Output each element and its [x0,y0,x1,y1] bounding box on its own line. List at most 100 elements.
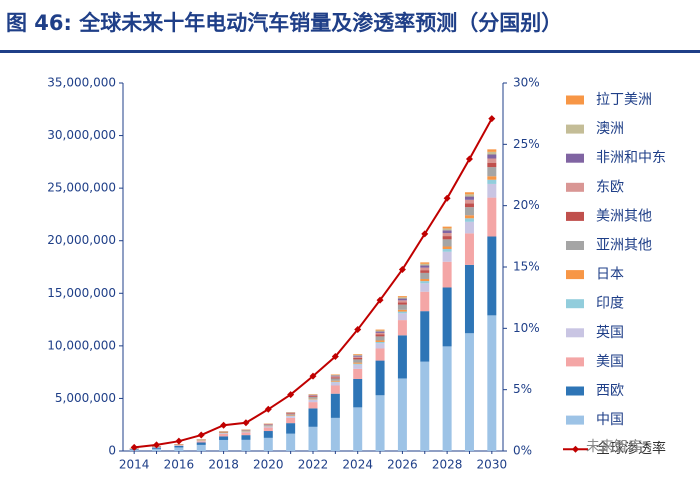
bar-segment [442,226,452,229]
legend-swatch [566,153,584,163]
bar-segment [219,432,229,434]
bar-segment [397,304,407,310]
bar-segment [353,359,363,363]
penetration-point [220,421,228,429]
legend-label: 日本 [596,267,624,283]
bar-segment [152,448,162,451]
penetration-point [242,419,250,427]
x-tick-label: 2028 [432,458,463,472]
bar-segment [263,426,273,428]
y-tick-label: 5,000,000 [55,391,116,405]
bar-segment [420,262,430,264]
legend-swatch [566,386,584,396]
penetration-point [421,230,429,238]
bar-segment [487,315,497,451]
bar-segment [308,426,318,451]
penetration-point [443,194,451,202]
bar-segment [397,302,407,305]
bar-segment [464,203,474,208]
bar-segment [308,394,318,396]
bar-segment [420,281,430,284]
bar-segment [375,340,385,342]
bar-segment [219,433,229,434]
bar-segment [263,431,273,438]
bar-segment [353,368,363,379]
penetration-point [376,296,384,304]
bar-segment [420,265,430,268]
bar-segment [442,230,452,234]
y2-tick-label: 10% [513,321,540,335]
bar-segment [487,162,497,168]
bar-segment [353,357,363,360]
y2-tick-label: 20% [513,198,540,212]
penetration-point [153,441,161,449]
legend-line-marker [572,445,579,453]
bar-segment [196,442,206,445]
penetration-point [264,405,272,413]
legend-label: 英国 [596,324,624,341]
bar-segment [196,444,206,451]
bar-segment [442,251,452,262]
bar-segment [464,194,474,197]
bar-segment [241,432,251,436]
bar-segment [353,407,363,451]
legend-swatch [566,95,584,105]
bar-segment [420,361,430,451]
bar-segment [308,398,318,400]
penetration-point [398,265,406,273]
bar-segment [487,158,497,163]
bar-segment [375,331,385,333]
bar-segment [353,364,363,369]
bar-segment [464,221,474,234]
legend-label: 西欧 [596,383,624,399]
bar-segment [464,333,474,451]
bar-segment [375,341,385,344]
bar-segment [330,382,340,386]
bar-segment [241,435,251,440]
bar-segment [286,417,296,424]
watermark: 未来智库 [586,439,642,455]
legend-swatch [566,415,584,425]
legend-swatch [566,241,584,250]
bar-segment [308,396,318,397]
legend-swatch [566,182,584,192]
bar-segment [308,396,318,399]
bar-segment [420,291,430,312]
y-tick-label: 15,000,000 [47,286,116,300]
bar-segment [219,431,229,433]
bar-segment [353,355,363,357]
bar-segment [442,346,452,451]
bar-segment [487,149,497,152]
bar-segment [286,433,296,451]
x-tick-label: 2024 [342,458,373,472]
title-rule [0,50,700,53]
penetration-point [309,372,317,380]
bar-segment [375,332,385,335]
bar-segment [308,408,318,427]
legend-label: 东欧 [596,179,624,195]
penetration-point [197,431,205,439]
bar-segment [420,278,430,282]
bar-segment [196,441,206,443]
bar-segment [353,378,363,408]
bar-segment [442,261,452,288]
legend-swatch [566,357,584,367]
bar-segment [263,424,273,426]
bar-segment [286,414,296,416]
legend-swatch [566,211,584,221]
bar-segment [420,270,430,273]
legend-swatch [566,328,584,338]
x-tick-label: 2016 [164,458,195,472]
bar-segment [241,431,251,433]
bar-segment [330,385,340,394]
bar-segment [487,179,497,184]
bar-segment [397,335,407,379]
bar-segment [219,439,229,451]
bar-segment [308,395,318,397]
bar-segment [397,320,407,336]
y-tick-label: 20,000,000 [47,233,116,247]
bar-segment [375,348,385,361]
x-tick-label: 2014 [119,458,150,472]
bar-segment [442,287,452,347]
